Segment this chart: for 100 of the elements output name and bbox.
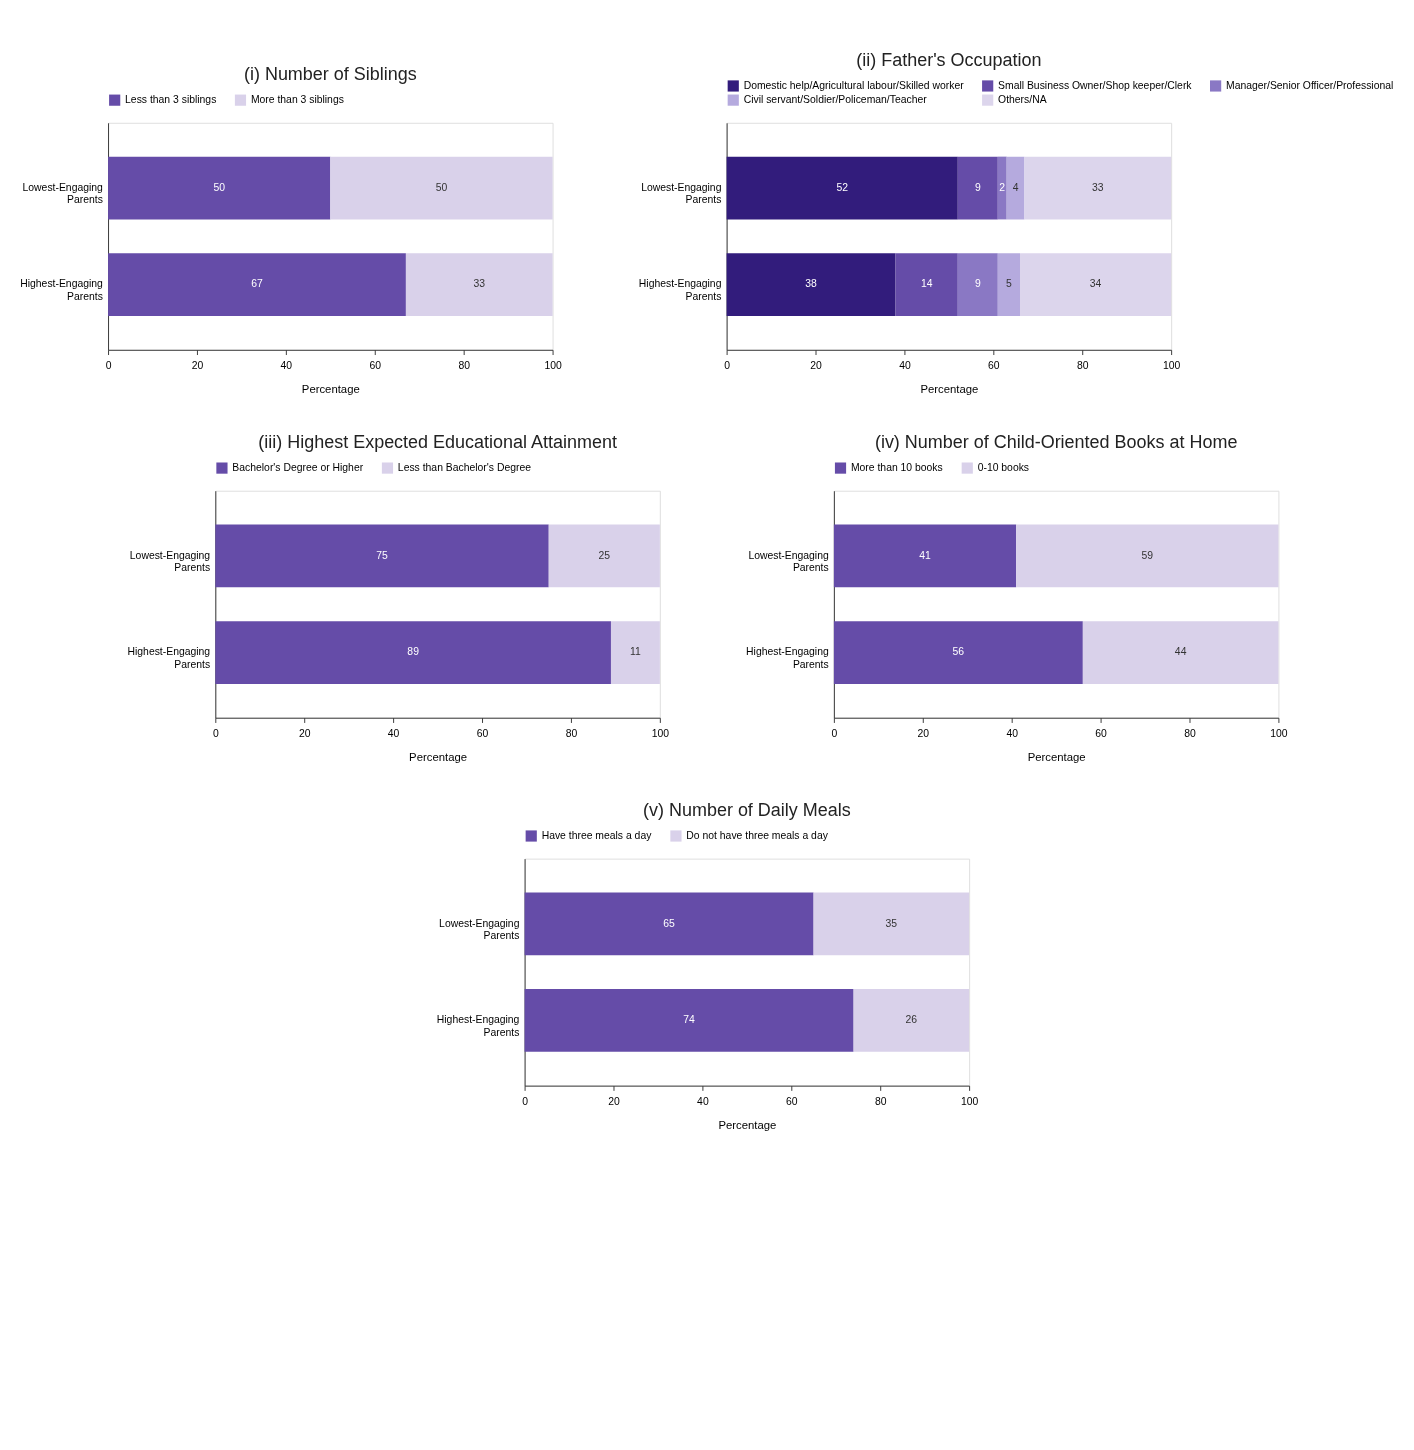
legend-label: Less than 3 siblings xyxy=(125,94,217,105)
bar xyxy=(957,156,998,220)
bar xyxy=(610,621,660,684)
x-tick-label: 80 xyxy=(458,360,471,372)
bar xyxy=(997,253,1021,317)
x-tick-label: 0 xyxy=(212,728,219,740)
x-tick-label: 20 xyxy=(298,728,311,740)
bar xyxy=(957,253,998,317)
legend-label: More than 3 siblings xyxy=(250,94,344,105)
x-tick-label: 20 xyxy=(810,360,822,372)
x-tick-label: 40 xyxy=(1006,728,1019,740)
x-axis-title: Percentage xyxy=(1027,750,1086,763)
data-label: 56 xyxy=(952,646,965,658)
chart-title: (i) Number of Siblings xyxy=(243,64,417,85)
bar xyxy=(1006,156,1025,220)
x-tick-label: 20 xyxy=(608,1096,620,1108)
bar xyxy=(726,253,896,317)
y-tick-label: Highest-Engaging Parents xyxy=(20,278,104,302)
x-tick-label: 80 xyxy=(1076,360,1089,372)
x-tick-label: 80 xyxy=(565,728,578,740)
y-tick-label: Lowest-Engaging Parents xyxy=(748,549,829,574)
x-tick-label: 60 xyxy=(988,360,1000,372)
legend-label: Civil servant/Soldier/Policeman/Teacher xyxy=(743,93,928,105)
x-axis-title: Percentage xyxy=(409,750,468,763)
data-label: 5 xyxy=(1006,278,1013,290)
legend-label: Small Business Owner/Shop keeper/Clerk xyxy=(998,79,1193,91)
data-label: 50 xyxy=(435,181,448,193)
legend-label: More than 10 books xyxy=(850,461,943,473)
data-label: 11 xyxy=(630,646,642,658)
bar xyxy=(215,621,611,684)
x-tick-label: 60 xyxy=(786,1096,798,1108)
x-tick-label: 80 xyxy=(874,1096,887,1108)
data-label: 59 xyxy=(1141,549,1154,561)
data-label: 41 xyxy=(919,549,932,561)
bar xyxy=(108,253,406,317)
x-tick-label: 60 xyxy=(476,728,489,740)
y-tick-label: Lowest-Engaging Parents xyxy=(129,549,211,574)
legend-label: Do not have three meals a day xyxy=(686,829,829,841)
x-tick-label: 100 xyxy=(651,728,670,740)
x-axis-title: Percentage xyxy=(301,382,360,395)
x-tick-label: 0 xyxy=(105,360,112,372)
data-label: 4 xyxy=(1012,181,1019,193)
bar xyxy=(405,253,553,317)
data-label: 65 xyxy=(663,917,676,929)
x-tick-label: 40 xyxy=(697,1096,709,1108)
chart-title: (v) Number of Daily Meals xyxy=(643,800,851,821)
data-label: 44 xyxy=(1174,646,1187,658)
legend-label: 0-10 books xyxy=(977,461,1030,473)
y-tick-label: Highest-Engaging Parents xyxy=(638,278,722,302)
data-label: 38 xyxy=(805,278,818,290)
bar xyxy=(1024,156,1172,220)
legend-label: Manager/Senior Officer/Professional xyxy=(1226,79,1394,91)
legend-label: Less than Bachelor's Degree xyxy=(397,461,532,473)
data-label: 74 xyxy=(683,1014,696,1026)
y-tick-label: Highest-Engaging Parents xyxy=(746,646,829,670)
chart-title: (iv) Number of Child-Oriented Books at Home xyxy=(874,432,1238,453)
data-label: 33 xyxy=(1092,181,1104,193)
data-label: 2 xyxy=(999,181,1006,193)
x-tick-label: 40 xyxy=(387,728,400,740)
x-tick-label: 100 xyxy=(1270,728,1288,740)
x-tick-label: 0 xyxy=(522,1096,529,1108)
bar xyxy=(726,156,958,220)
data-label: 14 xyxy=(920,278,933,290)
x-tick-label: 40 xyxy=(899,360,911,372)
x-tick-label: 100 xyxy=(1162,360,1181,372)
y-tick-label: Highest-Engaging Parents xyxy=(436,1014,520,1038)
y-tick-label: Lowest-Engaging Parents xyxy=(641,181,722,206)
x-tick-label: 0 xyxy=(724,360,731,372)
bar xyxy=(548,524,660,588)
data-label: 33 xyxy=(473,278,486,290)
bar xyxy=(524,989,854,1052)
data-label: 67 xyxy=(251,278,263,290)
x-axis-title: Percentage xyxy=(718,1118,777,1131)
bar xyxy=(524,892,814,956)
y-tick-label: Lowest-Engaging Parents xyxy=(22,181,104,206)
bar xyxy=(1082,621,1279,684)
bar xyxy=(895,253,958,317)
x-tick-label: 20 xyxy=(917,728,930,740)
bar xyxy=(833,524,1017,588)
bar xyxy=(108,156,331,220)
bar xyxy=(1016,524,1279,588)
data-label: 34 xyxy=(1089,278,1102,290)
bar xyxy=(1020,253,1172,317)
data-label: 75 xyxy=(376,549,389,561)
x-tick-label: 60 xyxy=(1095,728,1108,740)
data-label: 9 xyxy=(974,278,981,290)
y-tick-label: Highest-Engaging Parents xyxy=(127,646,211,670)
legend-label: Bachelor's Degree or Higher xyxy=(232,461,364,473)
bar xyxy=(330,156,553,220)
data-label: 52 xyxy=(836,181,849,193)
x-tick-label: 100 xyxy=(544,360,562,372)
x-tick-label: 20 xyxy=(191,360,204,372)
chart-title: (iii) Highest Expected Educational Attainment xyxy=(258,432,617,453)
bar xyxy=(853,989,970,1052)
data-label: 50 xyxy=(213,181,226,193)
bar xyxy=(833,621,1083,684)
data-label: 35 xyxy=(885,917,898,929)
legend-label: Others/NA xyxy=(998,93,1047,105)
data-label: 9 xyxy=(974,181,981,193)
x-axis-title: Percentage xyxy=(920,382,979,395)
